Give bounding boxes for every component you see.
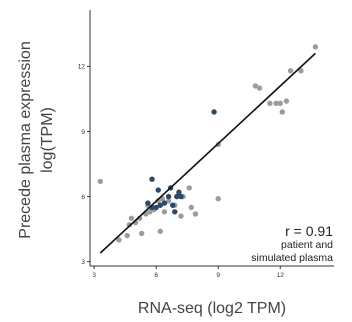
gray-data-point xyxy=(186,185,192,191)
gray-data-point xyxy=(188,204,195,211)
gray-data-point xyxy=(283,98,290,104)
gray-data-point xyxy=(178,213,184,219)
y-axis-label-line-2: log(TPM) xyxy=(39,107,56,173)
axes xyxy=(89,10,334,267)
annotation-line-2: simulated plasma xyxy=(251,252,333,264)
gray-data-point xyxy=(273,100,279,106)
data-points xyxy=(97,44,319,243)
navy-data-point xyxy=(153,204,159,211)
y-axis-label-line-1: Precede plasma expression xyxy=(17,41,34,238)
navy-data-point xyxy=(178,193,184,200)
gray-data-point xyxy=(97,178,104,185)
y-tick-label: 9 xyxy=(81,129,85,136)
gray-data-point xyxy=(277,100,283,106)
navy-data-point xyxy=(176,189,182,195)
gray-data-point xyxy=(128,215,135,221)
gray-data-point xyxy=(252,83,259,89)
navy-data-point xyxy=(161,200,168,206)
y-tick-label: 3 xyxy=(81,259,85,266)
x-tick-label: 6 xyxy=(154,272,158,279)
gray-data-point xyxy=(157,228,164,234)
gray-data-point xyxy=(161,209,168,215)
navy-data-point xyxy=(174,193,180,200)
gray-data-point xyxy=(116,237,122,243)
gray-data-point xyxy=(138,230,145,237)
navy-data-point xyxy=(165,193,172,200)
navy-data-point xyxy=(157,202,164,208)
gray-data-point xyxy=(287,68,294,74)
navy-data-point xyxy=(155,187,161,193)
gray-data-point xyxy=(256,85,263,91)
navy-data-point xyxy=(145,200,151,206)
y-tick-label: 12 xyxy=(78,64,86,71)
tick-marks: 3 6 9 12 3 6 9 12 xyxy=(78,64,284,279)
gray-data-point xyxy=(312,44,319,50)
gray-data-point xyxy=(279,109,286,115)
annotation-line-1: patient and xyxy=(281,239,333,251)
gray-data-point xyxy=(165,198,172,204)
gray-data-point xyxy=(298,68,304,74)
gray-data-point xyxy=(215,196,221,202)
x-tick-label: 9 xyxy=(216,272,220,279)
x-axis-label: RNA-seq (log2 TPM) xyxy=(138,300,286,317)
trend-line xyxy=(99,52,316,254)
navy-data-point xyxy=(170,202,176,208)
gray-data-point xyxy=(126,222,132,228)
gray-data-point xyxy=(124,232,130,239)
navy-data-point xyxy=(211,109,217,115)
gray-data-point xyxy=(267,100,273,106)
y-tick-label: 6 xyxy=(81,194,85,201)
x-tick-label: 3 xyxy=(92,272,96,279)
gray-data-point xyxy=(192,211,199,217)
x-tick-label: 12 xyxy=(277,272,285,279)
correlation-value: r = 0.91 xyxy=(285,223,333,239)
gray-data-point xyxy=(147,209,153,215)
navy-data-point xyxy=(149,176,155,182)
navy-data-point xyxy=(172,209,178,215)
